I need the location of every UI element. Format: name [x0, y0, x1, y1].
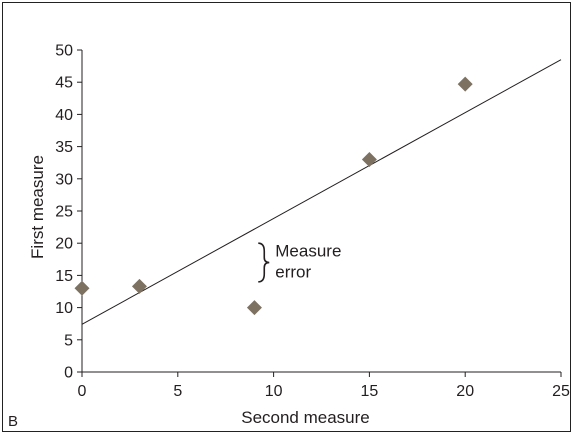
x-tick-label: 25: [552, 383, 570, 400]
x-tick-label: 10: [265, 383, 283, 400]
data-point: [74, 280, 90, 296]
y-tick-label: 15: [55, 268, 73, 285]
y-tick-label: 30: [55, 171, 73, 188]
y-tick-label: 10: [55, 300, 73, 317]
chart-frame: 0 5 10 15 20 25 30 35 40 45 50 0 5 10 15 20 25 Measure …: [2, 2, 571, 432]
y-tick-label: 25: [55, 204, 73, 221]
y-tick-label: 5: [64, 332, 73, 349]
data-point: [361, 151, 377, 167]
annotation-line-1: Measure: [275, 242, 341, 261]
panel-label: B: [8, 413, 18, 430]
x-ticks: 0 5 10 15 20 25: [78, 372, 570, 400]
data-points: [74, 76, 473, 316]
y-axis-title: First measure: [28, 155, 47, 259]
y-tick-label: 40: [55, 107, 73, 124]
trend-line: [81, 59, 562, 325]
x-tick-label: 20: [456, 383, 474, 400]
y-tick-label: 20: [55, 236, 73, 253]
x-tick-label: 15: [361, 383, 379, 400]
y-ticks: 0 5 10 15 20 25 30 35 40 45 50: [55, 43, 82, 382]
measure-error-brace: [258, 242, 270, 283]
y-tick-label: 0: [64, 365, 73, 382]
y-tick-label: 45: [55, 75, 73, 92]
x-tick-label: 5: [173, 383, 182, 400]
data-point: [246, 300, 262, 316]
axes: [81, 50, 561, 373]
x-axis-title: Second measure: [241, 408, 370, 427]
data-point: [131, 278, 147, 294]
y-tick-label: 50: [55, 43, 73, 60]
y-tick-label: 35: [55, 139, 73, 156]
data-point: [457, 76, 473, 92]
annotation-line-2: error: [275, 263, 311, 282]
x-tick-label: 0: [78, 383, 87, 400]
